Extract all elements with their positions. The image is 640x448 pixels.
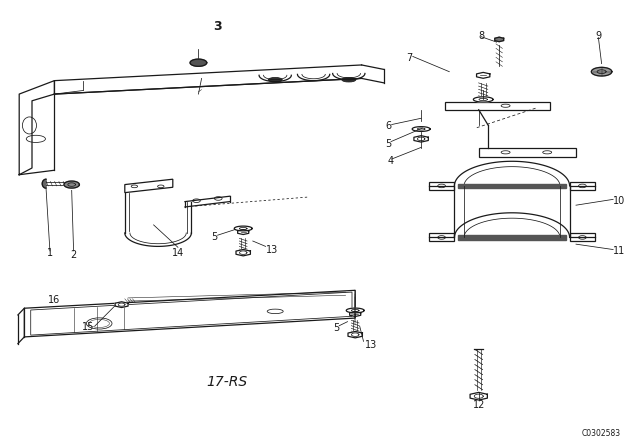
- Text: 2: 2: [70, 250, 77, 260]
- Text: 17-RS: 17-RS: [207, 375, 248, 389]
- Text: 5: 5: [211, 233, 218, 242]
- Polygon shape: [495, 37, 504, 42]
- Text: 14: 14: [172, 248, 184, 258]
- Polygon shape: [348, 332, 362, 338]
- Text: 6: 6: [385, 121, 392, 131]
- Text: 5: 5: [333, 323, 339, 333]
- Text: 16: 16: [48, 295, 61, 305]
- Text: 5: 5: [385, 139, 391, 149]
- Polygon shape: [115, 302, 128, 307]
- Text: 8: 8: [478, 31, 484, 41]
- Polygon shape: [474, 97, 493, 102]
- Text: 12: 12: [472, 401, 485, 410]
- Text: 11: 11: [613, 246, 625, 256]
- Text: 7: 7: [406, 53, 413, 63]
- Text: 9: 9: [595, 31, 602, 41]
- Text: 1: 1: [47, 248, 53, 258]
- Polygon shape: [234, 226, 252, 231]
- Text: 15: 15: [83, 322, 95, 332]
- Polygon shape: [42, 179, 46, 188]
- Polygon shape: [236, 250, 250, 256]
- Ellipse shape: [268, 78, 282, 82]
- Polygon shape: [414, 136, 428, 142]
- Polygon shape: [591, 67, 612, 76]
- Text: 3: 3: [213, 20, 222, 34]
- Text: 4: 4: [387, 156, 394, 166]
- Polygon shape: [458, 235, 566, 240]
- Polygon shape: [190, 59, 207, 66]
- Ellipse shape: [342, 78, 356, 82]
- Polygon shape: [346, 308, 364, 313]
- Polygon shape: [412, 127, 430, 131]
- Polygon shape: [470, 392, 488, 400]
- Text: C0302583: C0302583: [582, 429, 621, 438]
- Text: 13: 13: [365, 340, 377, 350]
- Text: 13: 13: [266, 245, 278, 255]
- Text: 10: 10: [613, 196, 625, 206]
- Polygon shape: [64, 181, 79, 188]
- Polygon shape: [458, 184, 566, 188]
